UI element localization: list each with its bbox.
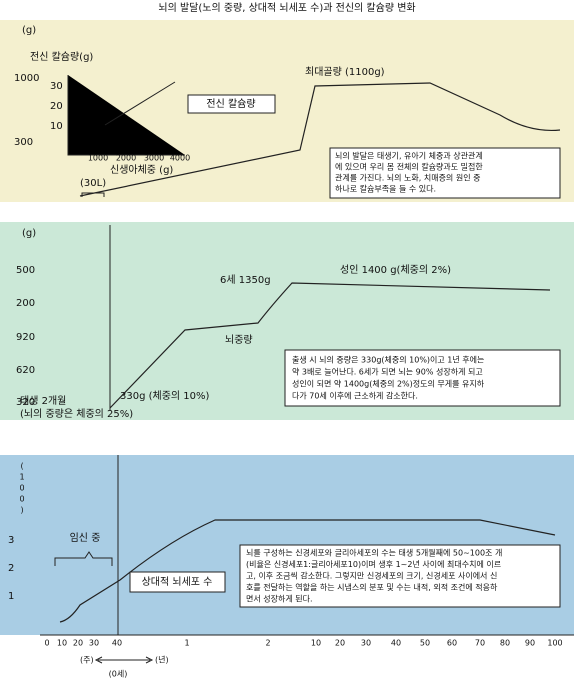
title: 뇌의 발달(노의 중량, 상대적 뇌세포 수)과 전신의 칼슘량 변화	[158, 1, 415, 14]
x-ticks: 0 10 20 30 40 1 2 10 20 30 40 50 60 70 80 90 100	[44, 639, 562, 648]
inset-x-tick: 4000	[170, 154, 190, 163]
x-tick-label: 30	[361, 639, 371, 648]
x-tick-label: 70	[475, 639, 485, 648]
annotation: (년)	[155, 655, 169, 665]
x-tick-label: 50	[420, 639, 430, 648]
inset-line	[104, 81, 176, 126]
x-tick-label: 100	[547, 639, 562, 648]
description-line: 성인이 되면 약 1400g(체중의 2%)정도의 무게를 유지하	[292, 379, 485, 389]
unit: (g)	[22, 228, 36, 239]
description-line: 호를 전달하는 역할을 하는 시냅스의 분포 및 수는 내적, 외적 조건에 적…	[246, 582, 498, 592]
inset-x-tick: 1000	[88, 154, 108, 163]
inset-x-label: 신생아체중 (g)	[110, 164, 173, 176]
unit: )	[20, 506, 23, 515]
inset-y-tick: 10	[50, 121, 63, 132]
x-tick-label: 0	[44, 639, 49, 648]
label-box	[129, 571, 226, 593]
y-tick-label: 1	[8, 591, 14, 602]
description-line: 에 있으며 우리 몸 전체의 칼슘량과도 밀접한	[335, 162, 483, 172]
description-line: (비율은 신경세포1:글리아세포10)이며 생후 1~2년 사이에 최대수치에 …	[246, 559, 501, 569]
inset-axes	[67, 75, 185, 156]
unit: (g)	[22, 25, 36, 36]
x-tick-label: 80	[500, 639, 510, 648]
y-tick-label: 3	[8, 535, 14, 546]
description-box	[329, 147, 561, 199]
description-line: 약 3배로 늘어난다. 6세가 되면 뇌는 90% 성장하게 되고	[292, 367, 483, 377]
description-line: 관계를 가진다. 뇌의 노화, 치매증의 원인 중	[335, 173, 480, 183]
curve-label: 뇌중량	[225, 334, 253, 346]
x-tick-label: 1	[184, 639, 189, 648]
calcium-curve	[79, 82, 561, 197]
x-tick-label: 20	[335, 639, 345, 648]
annotation: 성인 1400 g(체중의 2%)	[340, 264, 451, 276]
description-line: 하나로 칼슘부족을 들 수 있다.	[335, 184, 436, 194]
inset-x-tick: 3000	[144, 154, 164, 163]
x-tick-label: 2	[265, 639, 270, 648]
arrow	[94, 656, 154, 664]
description-box	[239, 544, 561, 608]
y-ticks: 500 200 920 620 320	[16, 265, 35, 408]
brain-cell-curve	[59, 519, 556, 623]
y-tick-label: 320	[16, 397, 35, 408]
annotation: 태생 2개월	[20, 395, 66, 407]
x-tick-label: 30	[89, 639, 99, 648]
description-line: 면서 성장하게 된다.	[246, 594, 313, 604]
x-tick-label: 10	[311, 639, 321, 648]
brain-weight-curve	[109, 282, 551, 409]
description-line: 고, 이후 조금씩 감소한다. 그렇지만 신경세포의 크기, 신경세포 사이에서…	[246, 571, 497, 581]
brace	[54, 551, 113, 566]
inset-y-tick: 30	[50, 81, 63, 92]
unit: (	[20, 462, 23, 471]
x-tick-label: 10	[57, 639, 67, 648]
label-box	[187, 94, 276, 114]
y-tick-label: 500	[16, 265, 35, 276]
annotation: 330g (체중의 10%)	[120, 390, 210, 402]
note: (30L)	[80, 178, 106, 189]
annotation: (주)	[80, 656, 94, 665]
y-tick-label: 1000	[14, 73, 39, 84]
unit: (1 0 0)	[19, 462, 24, 515]
inset-y-tick: 20	[50, 101, 63, 112]
annotation: 6세 1350g	[220, 274, 271, 286]
x-tick-label: 40	[391, 639, 401, 648]
inset-title: 전신 칼슘량(g)	[30, 50, 93, 63]
description: 뇌를 구성하는 신경세포와 글리아세포의 수는 태생 5개월째에 50~100조…	[246, 548, 502, 604]
x-tick-label: 40	[112, 639, 122, 648]
description-line: 출생 시 뇌의 중량은 330g(체중의 10%)이고 1년 후에는	[292, 355, 484, 365]
box-label: 상대적 뇌세포 수	[142, 576, 213, 588]
description-line: 다가 70세 이후에 근소하게 감소한다.	[292, 391, 418, 401]
y-tick-label: 2	[8, 563, 14, 574]
annotation: (뇌의 중량은 체중의 25%)	[20, 408, 133, 420]
unit: 0	[19, 495, 24, 504]
description-line: 뇌를 구성하는 신경세포와 글리아세포의 수는 태생 5개월째에 50~100조…	[246, 548, 502, 558]
unit: 1	[19, 473, 24, 482]
annotation: (0세)	[109, 670, 128, 679]
y-tick-label: 200	[16, 298, 35, 309]
unit: 0	[19, 484, 24, 493]
x-tick-label: 90	[525, 639, 535, 648]
box-label: 전신 칼슘량	[206, 97, 255, 110]
annotation: 최대골량 (1100g)	[305, 66, 385, 78]
y-tick-label: 300	[14, 137, 33, 148]
y-tick-label: 620	[16, 365, 35, 376]
x-tick-label: 60	[447, 639, 457, 648]
description-line: 뇌의 발달은 태생기, 유아기 체중과 상관관계	[335, 151, 483, 161]
x-tick-label: 20	[73, 639, 83, 648]
inset-x-tick: 2000	[116, 154, 136, 163]
description-box	[284, 349, 561, 407]
annotation: 임신 중	[70, 531, 101, 544]
y-tick-label: 920	[16, 332, 35, 343]
